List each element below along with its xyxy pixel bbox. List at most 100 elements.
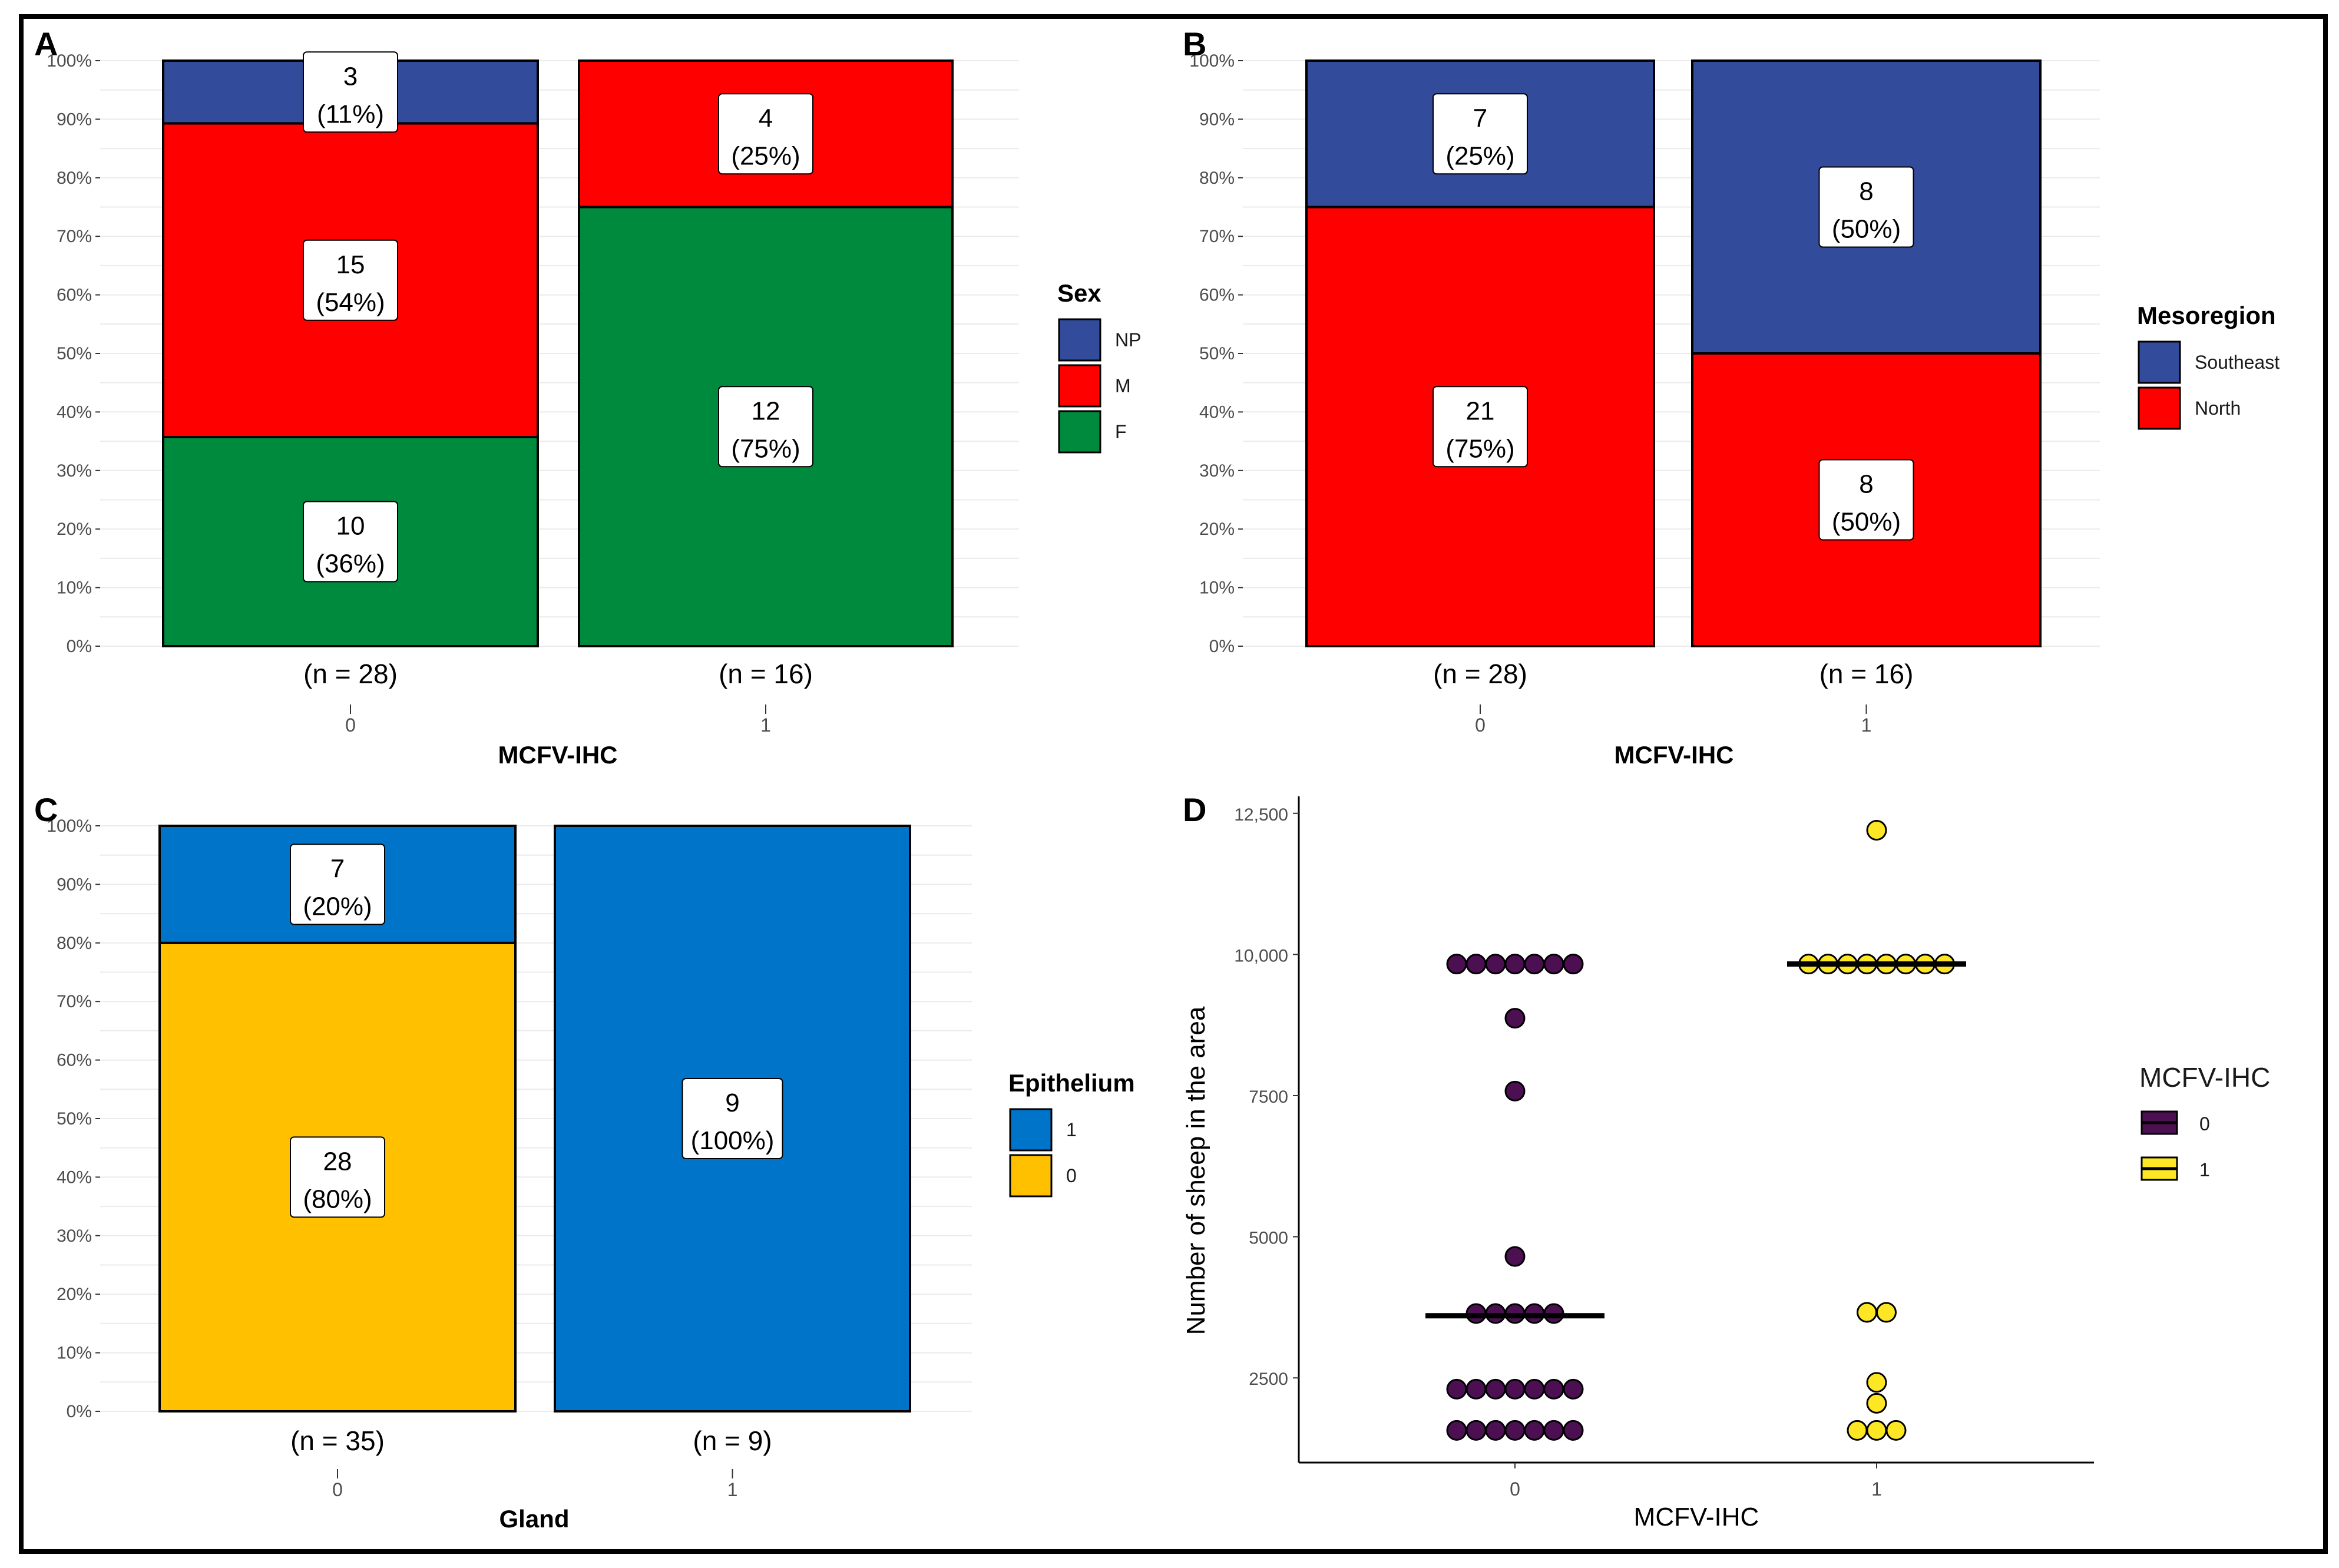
data-label-percent: (50%) [1832, 215, 1901, 244]
data-point-0 [1524, 954, 1545, 975]
n-label: (n = 28) [1433, 659, 1527, 689]
legend-key [1058, 410, 1101, 454]
data-point-0 [1485, 1378, 1506, 1400]
y-tick-label: 70% [1199, 227, 1235, 246]
y-tick-label: 50% [57, 1109, 92, 1129]
y-tick-label: 90% [57, 875, 92, 894]
data-label-percent: (25%) [731, 141, 800, 170]
y-tick-label: 10% [1199, 578, 1235, 598]
y-tick-label: 70% [57, 992, 92, 1011]
n-label: (n = 16) [719, 659, 813, 689]
data-label-count: 8 [1859, 470, 1873, 499]
y-tick-label: 2500 [1249, 1369, 1288, 1389]
y-tick-label: 5000 [1249, 1229, 1288, 1248]
y-tick-label: 40% [57, 402, 92, 422]
y-tick-label: 60% [57, 1051, 92, 1070]
data-label-box [1818, 166, 1914, 248]
y-tick-label: 80% [1199, 168, 1235, 188]
legend-title: Sex [1057, 279, 1101, 307]
data-label-count: 12 [752, 396, 780, 425]
data-point-0 [1543, 954, 1564, 975]
legend-label: M [1115, 375, 1131, 396]
data-point-0 [1504, 1420, 1526, 1441]
data-point-0 [1504, 1080, 1526, 1101]
y-tick-label: 40% [1199, 402, 1235, 422]
legend-title: Epithelium [1008, 1069, 1135, 1097]
data-point-0 [1504, 1246, 1526, 1267]
x-tick-label: 1 [760, 714, 771, 736]
data-label-percent: (36%) [316, 550, 385, 578]
legend-key [1009, 1154, 1053, 1197]
panel-letter-c: C [34, 791, 58, 828]
y-tick-label: 20% [1199, 520, 1235, 539]
panel-c: 0% 10% 20% 30% 40% 50% 60% 70% 80% 90% 100% 28 (80%)… [47, 816, 1134, 1533]
data-point-0 [1563, 954, 1584, 975]
data-label-percent: (20%) [303, 892, 372, 921]
data-point-0 [1563, 1420, 1584, 1441]
data-label-count: 7 [1473, 104, 1487, 133]
data-label-box [303, 501, 398, 583]
data-point-1 [1866, 1372, 1887, 1393]
data-label-box [718, 93, 813, 175]
legend-key [1058, 364, 1101, 408]
legend-key [1058, 318, 1101, 362]
data-point-0 [1465, 1378, 1487, 1400]
y-tick-label: 30% [1199, 461, 1235, 481]
data-point-0 [1524, 1378, 1545, 1400]
data-label-count: 10 [336, 512, 365, 541]
panel-letter-d: D [1183, 791, 1206, 828]
panel-d: 2500 5000 7500 10,000 12,500 0 1 MCFV-IHC Number… [1182, 796, 2270, 1531]
legend-key [2138, 386, 2181, 430]
x-axis-title: MCFV-IHC [498, 741, 618, 769]
data-label-count: 21 [1466, 396, 1495, 425]
legend-key [1009, 1108, 1053, 1152]
panel-letter-a: A [34, 25, 58, 62]
panel-b: 0% 10% 20% 30% 40% 50% 60% 70% 80% 90% 100% 21 (75%)… [1189, 51, 2280, 769]
n-label: (n = 16) [1819, 659, 1914, 689]
data-point-1 [1876, 1302, 1897, 1323]
y-tick-label: 60% [57, 286, 92, 305]
y-tick-label: 12,500 [1234, 805, 1288, 825]
y-tick-label: 20% [57, 520, 92, 539]
legend-title: Mesoregion [2137, 302, 2276, 329]
n-label: (n = 35) [290, 1425, 385, 1456]
data-point-0 [1446, 954, 1467, 975]
data-label-box [303, 239, 398, 321]
data-point-0 [1524, 1420, 1545, 1441]
legend-label: 1 [1066, 1119, 1077, 1140]
data-point-0 [1504, 1008, 1526, 1029]
y-tick-label: 80% [57, 168, 92, 188]
data-label-percent: (54%) [316, 288, 385, 317]
data-point-1 [1866, 1392, 1887, 1414]
y-tick-label: 0% [1209, 637, 1235, 656]
y-tick-label: 10% [57, 578, 92, 598]
data-point-1 [1866, 820, 1887, 841]
data-point-1 [1866, 1420, 1887, 1441]
data-label-count: 4 [759, 104, 773, 133]
data-point-0 [1485, 954, 1506, 975]
x-axis-title: MCFV-IHC [1634, 1503, 1759, 1531]
y-tick-label: 100% [47, 816, 92, 836]
data-point-0 [1465, 954, 1487, 975]
data-point-0 [1504, 954, 1526, 975]
panel-a: 0%10%20%30%40%50%60%70%80%90%100%10(36%)… [47, 51, 1141, 769]
y-tick-label: 60% [1199, 286, 1235, 305]
data-label-count: 8 [1859, 177, 1873, 206]
n-label: (n = 9) [693, 1425, 772, 1456]
legend-label: North [2195, 398, 2241, 419]
n-label: (n = 28) [303, 659, 398, 689]
data-label-count: 7 [330, 854, 345, 883]
data-point-0 [1446, 1420, 1467, 1441]
x-tick-label: 0 [345, 714, 356, 736]
legend-label: 1 [2199, 1159, 2210, 1180]
data-label-box [303, 51, 398, 133]
y-tick-label: 10% [57, 1344, 92, 1363]
data-point-0 [1446, 1378, 1467, 1400]
data-label-percent: (100%) [691, 1126, 775, 1155]
data-point-1 [1857, 1302, 1877, 1323]
legend-key [2138, 340, 2181, 384]
y-tick-label: 20% [57, 1285, 92, 1304]
x-axis-title: MCFV-IHC [1615, 741, 1734, 769]
y-axis-title: Number of sheep in the area [1182, 1006, 1210, 1335]
